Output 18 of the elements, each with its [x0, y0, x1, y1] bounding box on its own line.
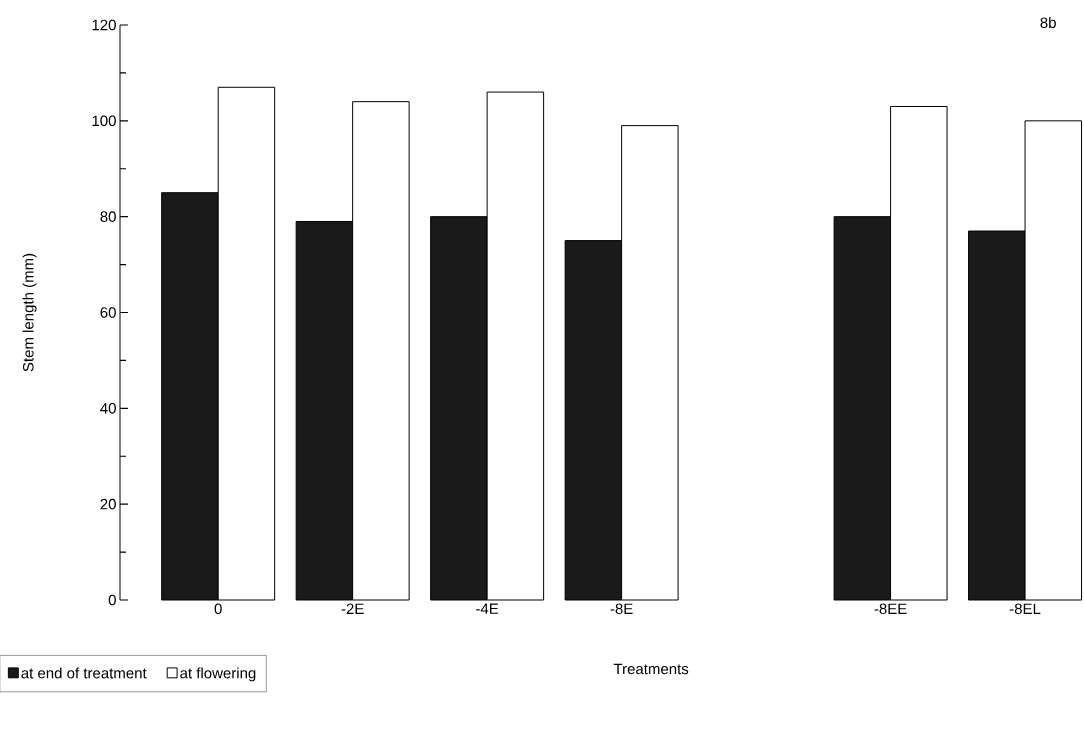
y-tick-label: 60 [100, 307, 116, 318]
x-tick-label: -8EE [874, 603, 907, 615]
y-tick-label: 120 [92, 19, 116, 31]
y-tick-label: 0 [108, 594, 116, 606]
x-tick-label: 0 [214, 603, 222, 615]
y-tick-label: 80 [100, 211, 116, 222]
x-tick-label: -2E [341, 603, 364, 614]
x-tick-label: -8EL [1009, 603, 1041, 615]
legend-label: at flowering [180, 667, 256, 682]
y-tick-label: 40 [100, 403, 116, 414]
y-axis-title: Stem length (mm) [22, 253, 37, 372]
x-axis-title: Treatments [613, 663, 689, 675]
x-tick-label: -8E [610, 603, 633, 615]
x-tick-label: -4E [476, 603, 499, 614]
legend-label: at end of treatment [21, 667, 147, 679]
annotation: 8b [1040, 17, 1056, 29]
y-tick-label: 20 [100, 498, 116, 510]
y-tick-label: 100 [92, 115, 116, 127]
